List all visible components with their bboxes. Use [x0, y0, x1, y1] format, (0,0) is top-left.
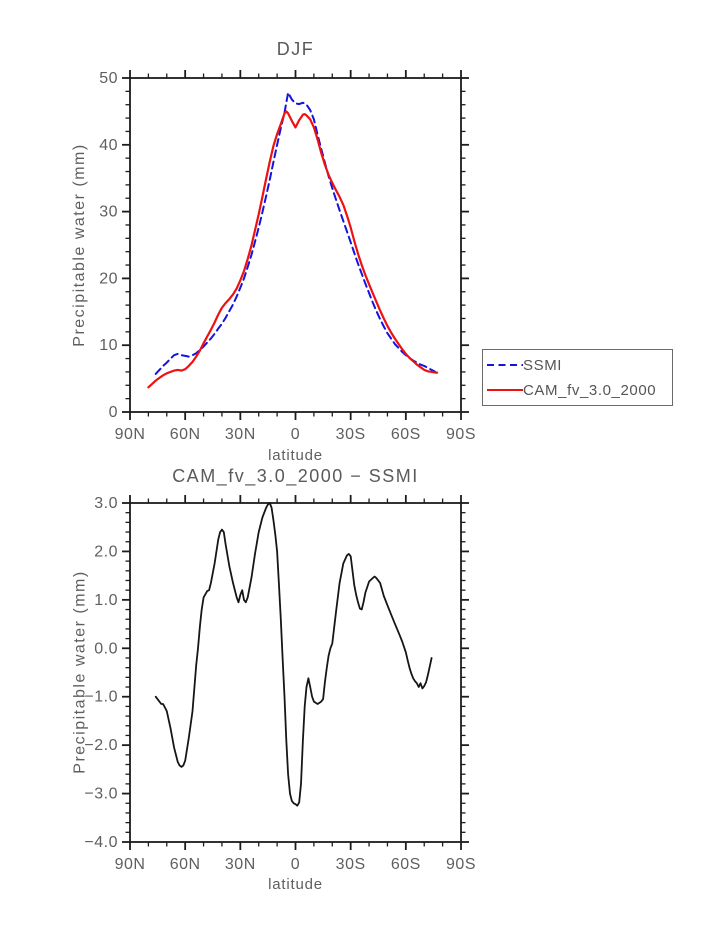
- svg-text:30N: 30N: [225, 856, 256, 873]
- svg-text:30N: 30N: [225, 426, 256, 443]
- diff-chart-xlabel: latitude: [268, 876, 323, 893]
- svg-text:60S: 60S: [391, 856, 421, 873]
- svg-text:30S: 30S: [336, 426, 366, 443]
- svg-text:60N: 60N: [170, 426, 201, 443]
- top-chart-ylabel: Precipitable water (mm): [71, 143, 88, 347]
- svg-text:90S: 90S: [446, 426, 476, 443]
- svg-text:90N: 90N: [115, 856, 146, 873]
- svg-text:60N: 60N: [170, 856, 201, 873]
- svg-text:20: 20: [99, 270, 118, 287]
- svg-text:90N: 90N: [115, 426, 146, 443]
- top-chart-xlabel: latitude: [268, 447, 323, 464]
- svg-text:0: 0: [109, 404, 118, 421]
- svg-text:0: 0: [291, 856, 300, 873]
- svg-text:−2.0: −2.0: [84, 737, 118, 754]
- svg-text:60S: 60S: [391, 426, 421, 443]
- top-chart-plot: 90N 60N 30N 0 30S 60S 90S 0 10 20 30 40 50: [99, 70, 475, 443]
- svg-text:30: 30: [99, 204, 118, 221]
- svg-text:2.0: 2.0: [94, 543, 118, 560]
- svg-text:40: 40: [99, 137, 118, 154]
- svg-text:1.0: 1.0: [94, 592, 118, 609]
- svg-text:10: 10: [99, 337, 118, 354]
- svg-text:0: 0: [291, 426, 300, 443]
- diff-chart-plot: 90N 60N 30N 0 30S 60S 90S −4.0 −3.0 −2.0 −1.0 0.0 1.…: [84, 495, 475, 873]
- svg-text:0.0: 0.0: [94, 640, 118, 657]
- legend: SSMI CAM_fv_3.0_2000: [482, 349, 673, 406]
- top-chart-title: DJF: [276, 39, 315, 59]
- diff-chart-ylabel: Precipitable water (mm): [71, 570, 89, 774]
- svg-text:30S: 30S: [336, 856, 366, 873]
- legend-row-ssmi: SSMI: [487, 353, 670, 377]
- legend-label-ssmi: SSMI: [523, 356, 563, 374]
- svg-text:−4.0: −4.0: [84, 834, 118, 851]
- svg-text:50: 50: [99, 70, 118, 87]
- legend-label-cam: CAM_fv_3.0_2000: [523, 381, 657, 399]
- ssmi-dashed-line-icon: [487, 364, 523, 366]
- cam-solid-line-icon: [487, 389, 523, 391]
- legend-row-cam: CAM_fv_3.0_2000: [487, 378, 670, 402]
- svg-text:90S: 90S: [446, 856, 476, 873]
- svg-text:3.0: 3.0: [94, 495, 118, 512]
- diff-chart-title: CAM_fv_3.0_2000 − SSMI: [172, 466, 419, 486]
- svg-text:−1.0: −1.0: [84, 689, 118, 706]
- svg-text:−3.0: −3.0: [84, 786, 118, 803]
